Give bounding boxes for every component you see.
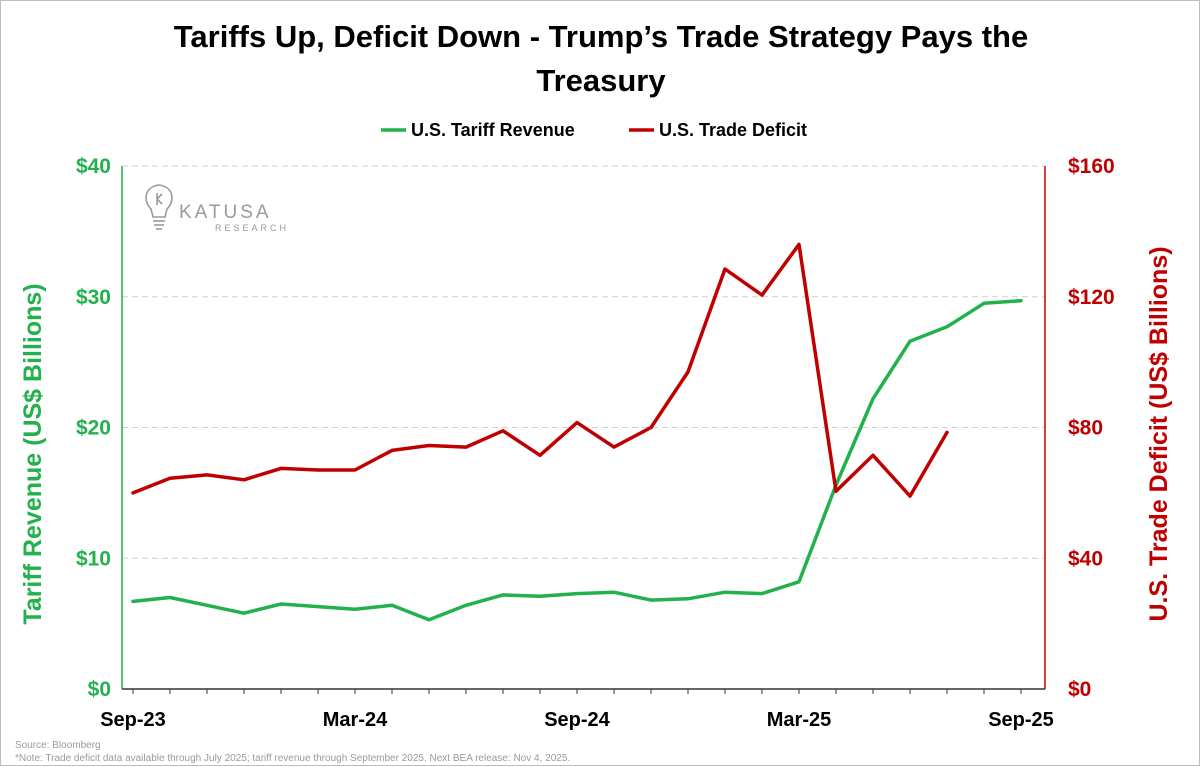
point-deficit-13 — [612, 445, 616, 449]
point-tariff-5 — [316, 605, 320, 609]
x-tick-label-1: Mar-24 — [323, 709, 388, 731]
x-tick-label-0: Sep-23 — [100, 709, 166, 731]
chart-title-line-2: Treasury — [536, 63, 666, 98]
point-tariff-1 — [168, 595, 172, 599]
logo-sub: RESEARCH — [215, 223, 289, 233]
point-tariff-22 — [945, 325, 949, 329]
series-line-tariff-revenue — [131, 298, 1023, 622]
y-right-tick-label-4: $160 — [1068, 155, 1115, 178]
point-tariff-0 — [131, 599, 135, 603]
point-deficit-2 — [205, 473, 209, 477]
y-left-tick-label-4: $40 — [76, 155, 111, 178]
point-deficit-9 — [464, 445, 468, 449]
y-left-tick-label-0: $0 — [88, 678, 111, 701]
point-tariff-9 — [464, 603, 468, 607]
y-axis-left-title: Tariff Revenue (US$ Billions) — [19, 283, 47, 624]
point-deficit-22 — [945, 430, 949, 434]
lightbulb-icon — [145, 184, 173, 230]
source-note: Source: Bloomberg — [15, 740, 101, 751]
point-tariff-4 — [279, 602, 283, 606]
x-tick-label-3: Mar-25 — [767, 709, 831, 731]
point-deficit-0 — [131, 491, 135, 495]
point-deficit-16 — [723, 267, 727, 271]
y-left-tick-label-1: $10 — [76, 547, 111, 570]
point-deficit-19 — [834, 489, 838, 493]
point-tariff-17 — [760, 592, 764, 596]
point-tariff-7 — [390, 603, 394, 607]
point-deficit-12 — [575, 421, 579, 425]
point-tariff-15 — [686, 597, 690, 601]
y-right-tick-label-2: $80 — [1068, 417, 1103, 440]
point-deficit-18 — [797, 242, 801, 246]
y-left-tick-label-2: $20 — [76, 417, 111, 440]
y-left-tick-label-3: $30 — [76, 286, 111, 309]
point-deficit-6 — [353, 468, 357, 472]
x-tick-label-4: Sep-25 — [988, 709, 1054, 731]
point-tariff-11 — [538, 594, 542, 598]
tick-labels: $0 $10 $20 $30 $40 $0 $40 $80 $120 $160 Sep-23 Mar-… — [76, 155, 1115, 731]
legend: U.S. Tariff Revenue U.S. Trade Deficit — [381, 120, 807, 140]
point-deficit-17 — [760, 293, 764, 297]
y-right-tick-label-1: $40 — [1068, 547, 1103, 570]
point-deficit-7 — [390, 448, 394, 452]
point-deficit-21 — [908, 494, 912, 498]
logo-name: KATUSA — [179, 202, 272, 223]
footnote: *Note: Trade deficit data available thro… — [15, 753, 570, 764]
y-right-tick-label-0: $0 — [1068, 678, 1091, 701]
point-deficit-4 — [279, 466, 283, 470]
point-tariff-13 — [612, 590, 616, 594]
legend-label-tariff: U.S. Tariff Revenue — [411, 120, 575, 140]
point-tariff-2 — [205, 603, 209, 607]
point-deficit-11 — [538, 453, 542, 457]
chart-title-line-1: Tariffs Up, Deficit Down - Trump’s Trade… — [174, 19, 1028, 54]
point-tariff-12 — [575, 592, 579, 596]
point-deficit-5 — [316, 468, 320, 472]
point-tariff-24 — [1019, 299, 1023, 303]
point-deficit-10 — [501, 429, 505, 433]
point-deficit-1 — [168, 476, 172, 480]
point-tariff-20 — [871, 397, 875, 401]
y-axis-right-title: U.S. Trade Deficit (US$ Billions) — [1145, 246, 1173, 621]
point-tariff-18 — [797, 580, 801, 584]
katusa-logo: KATUSA RESEARCH — [145, 184, 289, 233]
series-line-trade-deficit — [131, 242, 949, 498]
point-deficit-15 — [686, 370, 690, 374]
legend-label-deficit: U.S. Trade Deficit — [659, 120, 807, 140]
point-deficit-14 — [649, 426, 653, 429]
x-tick-label-2: Sep-24 — [544, 709, 610, 731]
point-tariff-6 — [353, 607, 357, 611]
point-tariff-23 — [982, 301, 986, 305]
point-deficit-20 — [871, 453, 875, 457]
point-tariff-14 — [649, 598, 653, 602]
point-deficit-8 — [427, 443, 431, 447]
axes — [121, 166, 1046, 694]
point-tariff-16 — [723, 590, 727, 594]
point-tariff-8 — [427, 618, 431, 622]
series — [131, 242, 1023, 622]
point-tariff-10 — [501, 593, 505, 597]
y-right-tick-label-3: $120 — [1068, 286, 1115, 309]
point-tariff-21 — [908, 339, 912, 343]
point-tariff-3 — [242, 611, 246, 615]
point-deficit-3 — [242, 478, 246, 482]
